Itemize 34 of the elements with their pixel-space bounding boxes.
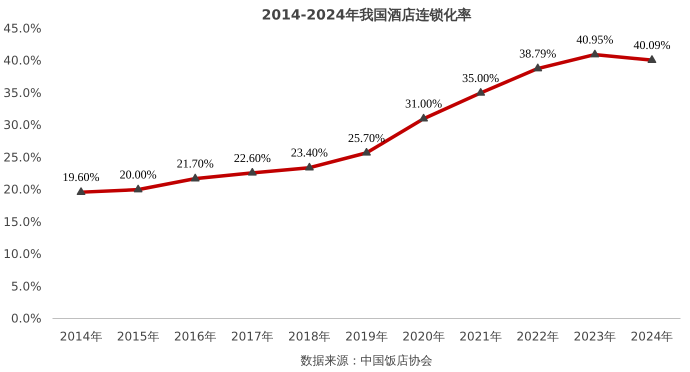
data-label: 25.70% <box>348 130 385 145</box>
x-tick-label: 2018年 <box>288 330 331 344</box>
data-label: 21.70% <box>176 156 214 171</box>
y-tick-label: 10.0% <box>3 247 42 262</box>
x-tick-label: 2015年 <box>116 330 160 344</box>
y-tick-label: 15.0% <box>3 214 42 229</box>
data-label: 22.60% <box>234 150 271 165</box>
chart-title: 2014-2024年我国酒店连锁化率 <box>262 6 472 24</box>
x-tick-label: 2022年 <box>516 330 560 344</box>
y-tick-label: 30.0% <box>3 118 42 132</box>
x-tick-label: 2021年 <box>459 330 502 344</box>
data-label: 23.40% <box>290 146 328 160</box>
y-tick-label: 20.0% <box>3 182 42 197</box>
data-label: 35.00% <box>462 70 500 85</box>
x-tick-label: 2020年 <box>402 330 445 344</box>
y-tick-label: 45.0% <box>3 22 42 36</box>
data-label: 40.09% <box>633 38 670 52</box>
data-label: 40.95% <box>576 32 614 47</box>
x-tick-label: 2014年 <box>60 330 102 344</box>
data-label: 31.00% <box>405 96 442 111</box>
x-tick-label: 2016年 <box>174 330 217 344</box>
y-tick-label: 25.0% <box>3 150 42 164</box>
data-label: 20.00% <box>120 168 157 182</box>
source-note: 数据来源：中国饭店协会 <box>300 354 432 368</box>
y-tick-label: 0.0% <box>11 312 42 326</box>
x-tick-label: 2017年 <box>231 330 274 344</box>
data-label: 19.60% <box>62 170 100 184</box>
data-label: 38.79% <box>519 46 556 61</box>
x-tick-label: 2024年 <box>630 330 674 344</box>
x-tick-label: 2023年 <box>574 330 616 344</box>
x-tick-label: 2019年 <box>345 330 388 344</box>
y-tick-label: 40.0% <box>3 54 42 68</box>
y-tick-label: 5.0% <box>11 279 42 294</box>
y-tick-label: 35.0% <box>3 86 42 100</box>
